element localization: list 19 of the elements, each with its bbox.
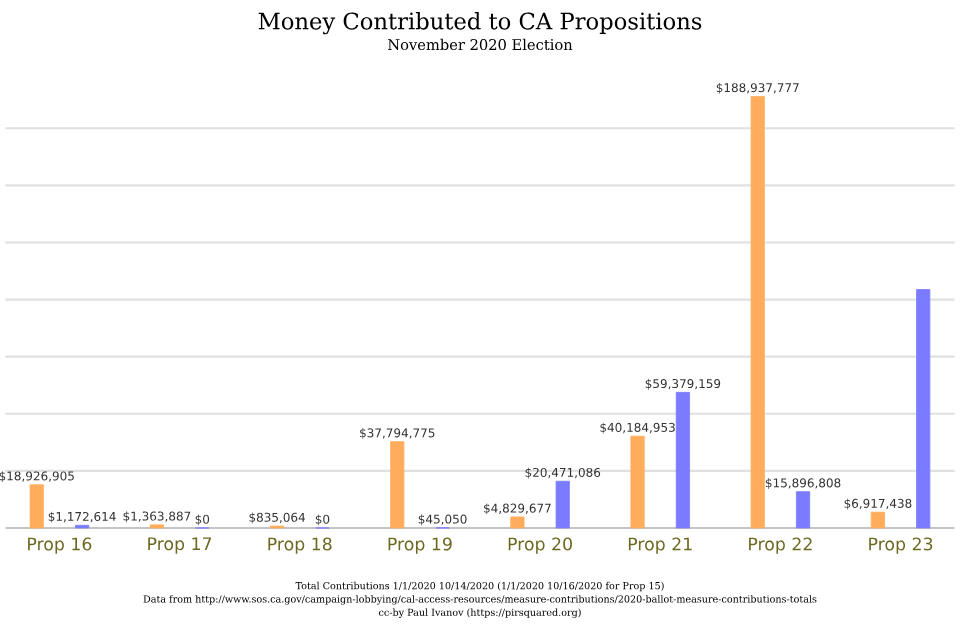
bar <box>916 289 931 529</box>
bar <box>796 491 811 529</box>
bar <box>29 484 44 529</box>
bar <box>630 435 645 529</box>
x-tick-label: Prop 19 <box>388 537 452 554</box>
bar <box>675 391 690 529</box>
bar <box>750 96 765 529</box>
x-tick-label: Prop 18 <box>268 537 332 554</box>
bar <box>390 441 405 529</box>
x-tick-label: Prop 23 <box>869 537 933 554</box>
x-tick-label: Prop 16 <box>28 537 92 554</box>
x-tick-label: Prop 17 <box>148 537 212 554</box>
bar <box>555 480 570 529</box>
chart-title: Money Contributed to CA Propositions <box>258 12 702 35</box>
x-tick-label: Prop 20 <box>508 537 572 554</box>
x-tick-label: Prop 21 <box>628 537 692 554</box>
bar <box>510 516 525 529</box>
bar <box>870 511 885 529</box>
x-tick-label: Prop 22 <box>749 537 812 554</box>
